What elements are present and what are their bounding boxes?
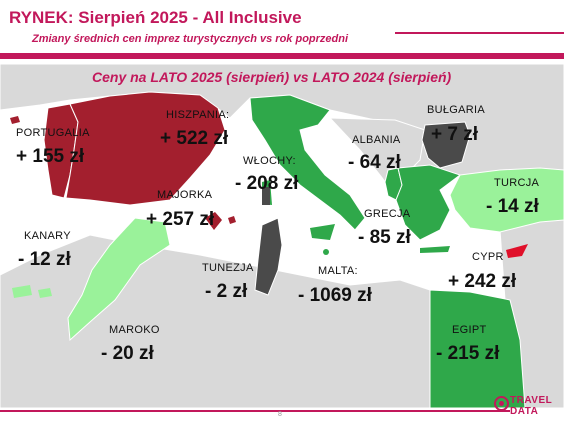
travel-data-logo-icon [494,396,509,411]
canary-islands-shape [12,285,32,298]
logo-text-line2: DATA [510,406,539,417]
page-number: 8 [278,411,282,418]
canary-islands-shape-2 [38,288,52,298]
page-title: RYNEK: Sierpień 2025 - All Inclusive [9,8,302,27]
cyprus-shape [506,244,528,258]
header-accent-line [395,32,564,34]
greece-shape [395,164,462,241]
label-bulgaria-change: + 7 zł [431,124,478,145]
label-portugalia-name: PORTUGALIA [16,127,90,139]
label-malta-name: MALTA: [318,265,358,277]
label-kanary-name: KANARY [24,230,71,242]
sicily-shape [310,224,335,240]
label-tunezja-change: - 2 zł [205,281,248,302]
spain-shape [65,91,226,206]
footer-divider [0,410,510,412]
label-malta-change: - 1069 zł [298,285,372,306]
italy-shape [249,94,366,231]
logo-text-line1: TRAVEL [510,395,553,406]
tunisia-shape [254,217,283,296]
corsica-mark [262,187,270,205]
page-subtitle: Zmiany średnich cen imprez turystycznych… [32,33,349,45]
label-turcja-change: - 14 zł [486,196,539,217]
crete-shape [420,246,450,253]
label-maroko-change: - 20 zł [101,343,154,364]
mallorca-shape [205,212,222,230]
malta-shape [323,249,329,255]
header-divider [0,53,564,59]
label-wlochy-change: - 208 zł [235,173,299,194]
label-egipt-name: EGIPT [452,324,487,336]
label-kanary-change: - 12 zł [18,249,71,270]
balearic-shape [228,216,236,224]
travel-data-logo: TRAVEL DATA [494,392,564,423]
label-majorka-change: + 257 zł [146,209,215,230]
map [0,64,564,408]
label-wlochy-name: WŁOCHY: [243,155,296,167]
label-grecja-change: - 85 zł [358,227,411,248]
turkey-shape [449,167,564,233]
morocco-shape [67,217,171,342]
label-portugalia-change: + 155 zł [16,146,85,167]
map-heading: Ceny na LATO 2025 (sierpień) vs LATO 202… [92,69,452,85]
label-turcja-name: TURCJA [494,177,540,189]
map-graphic [0,64,564,408]
label-cypr-change: + 242 zł [448,271,517,292]
label-albania-name: ALBANIA [352,134,401,146]
label-hiszpania-change: + 522 zł [160,128,229,149]
label-cypr-name: CYPR [472,251,504,263]
label-bulgaria-name: BUŁGARIA [427,104,486,116]
label-hiszpania-name: HISZPANIA: [166,109,230,121]
label-grecja-name: GRECJA [364,208,411,220]
label-maroko-name: MAROKO [109,324,160,336]
label-tunezja-name: TUNEZJA [202,262,254,274]
bulgaria-shape [421,121,471,169]
label-albania-change: - 64 zł [348,152,401,173]
madeira-shape [10,116,20,124]
egypt-shape [429,289,526,408]
label-egipt-change: - 215 zł [436,343,500,364]
label-majorka-name: MAJORKA [157,189,213,201]
